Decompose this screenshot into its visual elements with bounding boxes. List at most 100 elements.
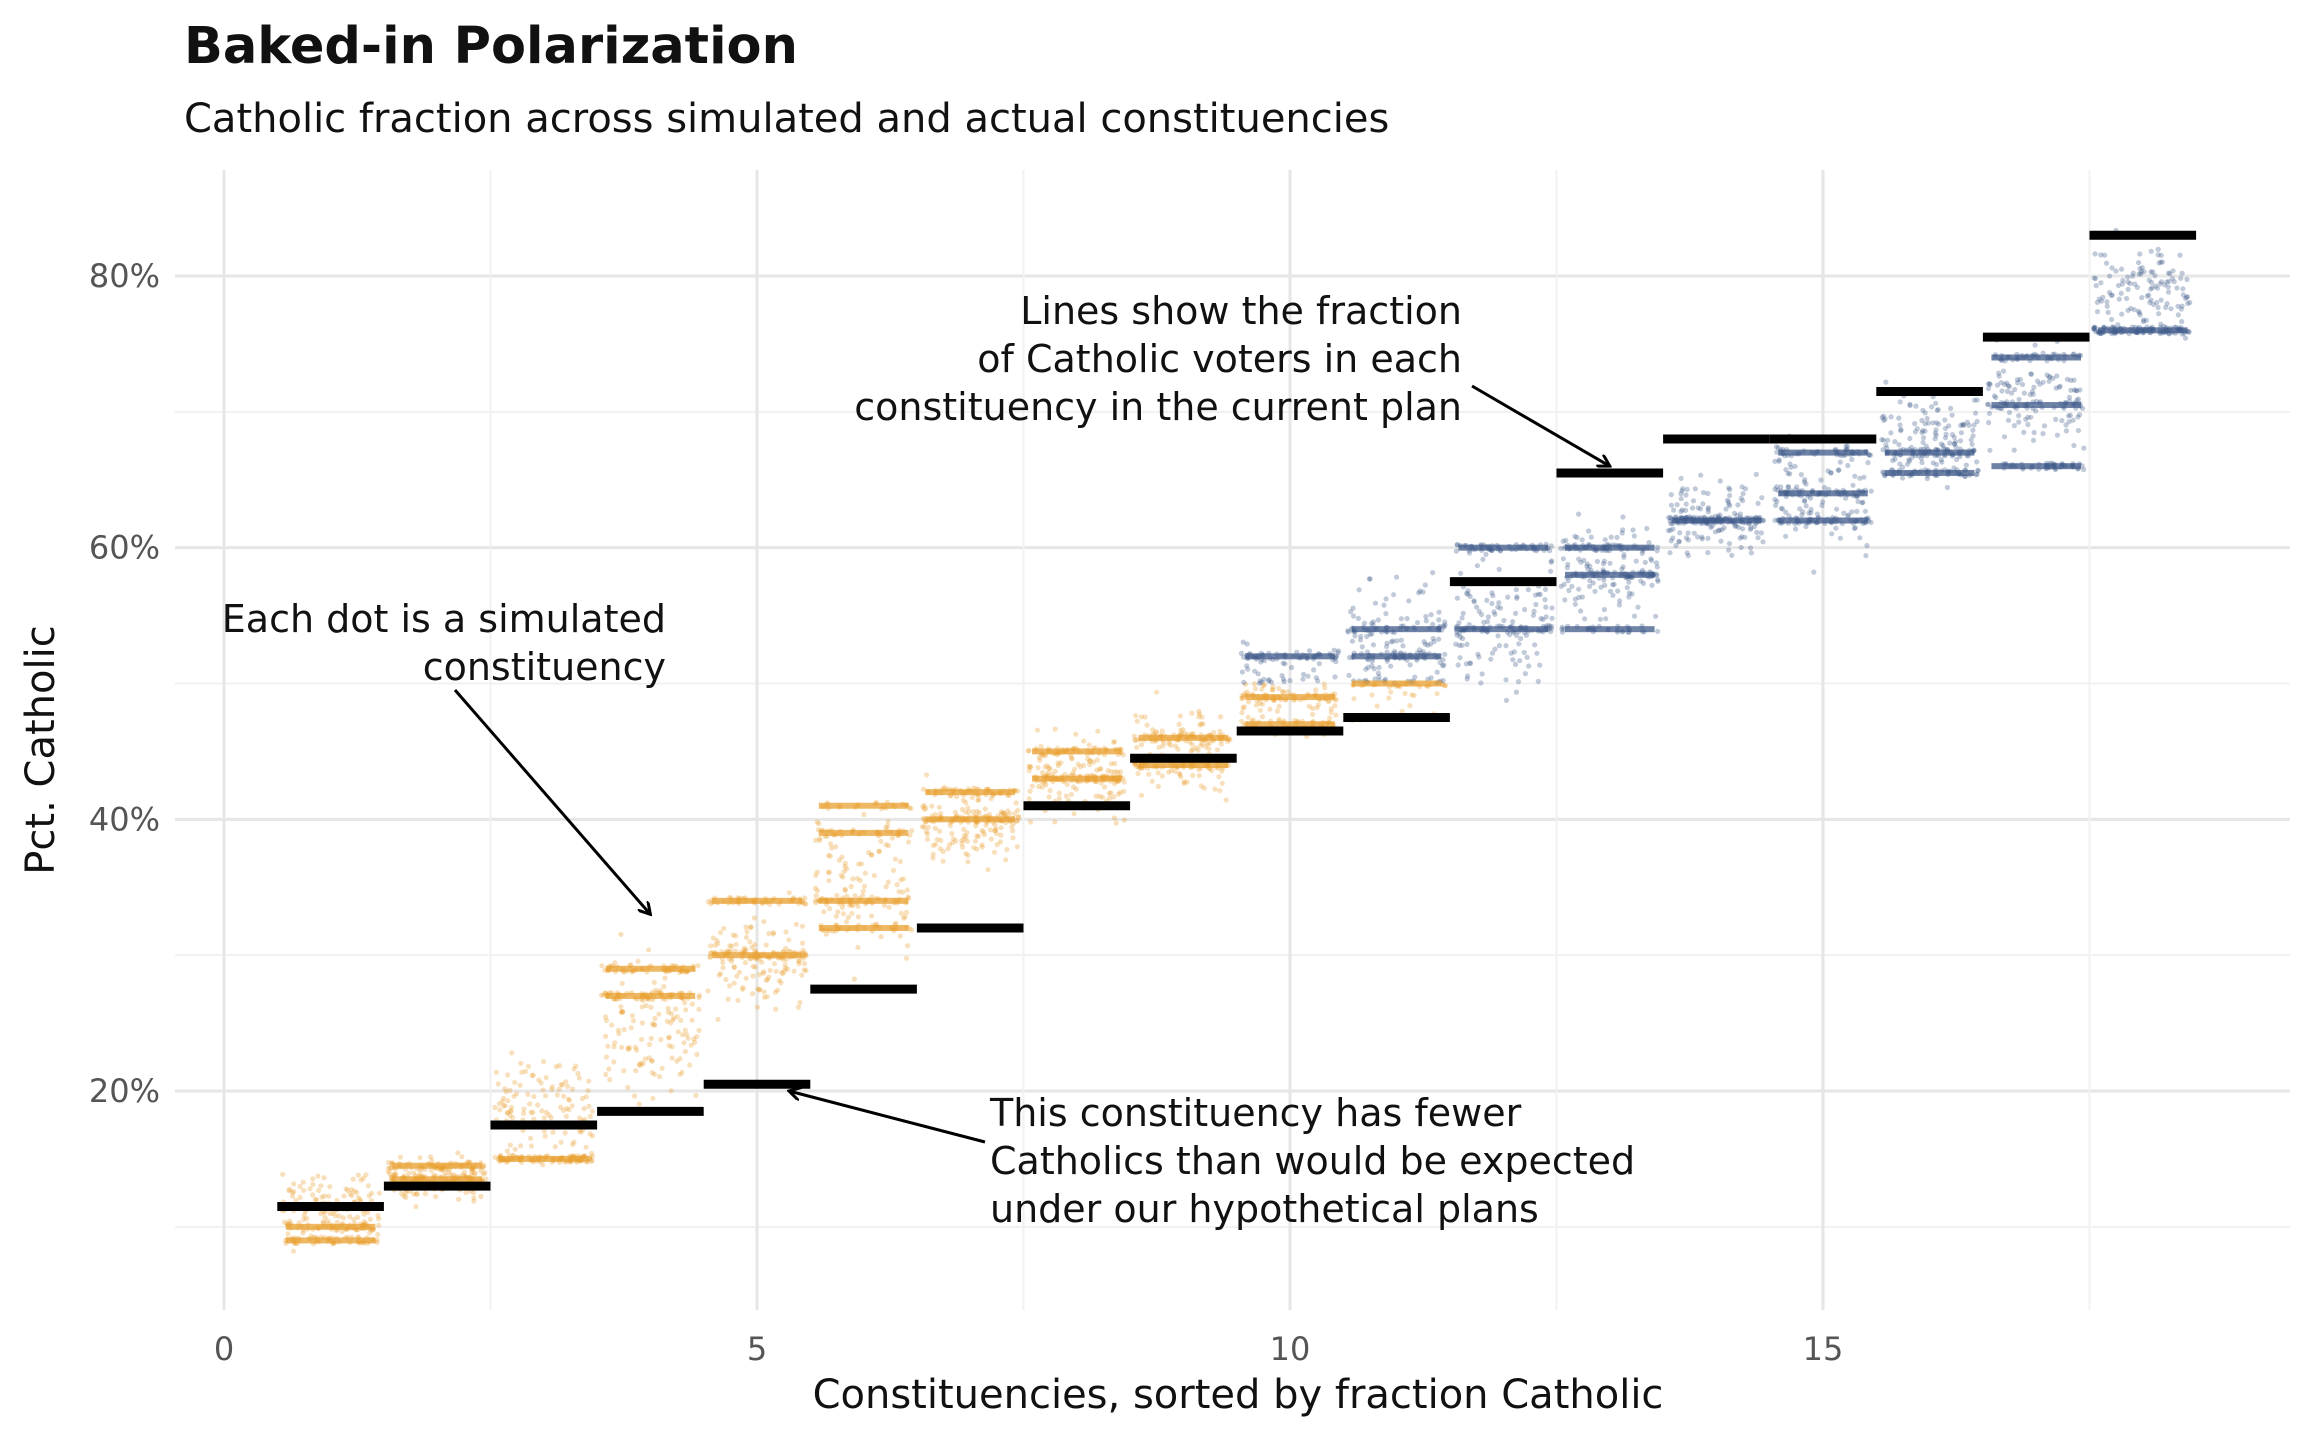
simulated-dot: [1561, 581, 1567, 587]
simulated-dot: [974, 808, 980, 815]
simulated-dot: [2157, 281, 2163, 287]
simulated-dot: [1588, 567, 1594, 574]
simulated-dot: [1369, 692, 1375, 698]
simulated-dot: [885, 879, 891, 885]
simulated-dot: [1406, 598, 1412, 604]
simulated-dot: [1366, 576, 1372, 582]
simulated-dot: [2031, 384, 2037, 390]
simulated-dot: [2098, 252, 2104, 258]
simulated-dot: [923, 829, 930, 835]
simulated-dot: [743, 934, 750, 941]
simulated-dot: [1880, 437, 1887, 443]
simulated-dot: [786, 890, 792, 896]
simulated-dot: [2177, 252, 2183, 258]
simulated-dot: [619, 1008, 626, 1015]
simulated-dot: [1644, 525, 1650, 532]
simulated-dot: [668, 1088, 674, 1094]
simulated-dot: [549, 1086, 555, 1093]
simulated-dot: [1010, 828, 1016, 834]
simulated-dot: [542, 1093, 549, 1099]
simulated-dot: [1144, 722, 1150, 728]
simulated-dot: [1600, 561, 1607, 567]
simulated-dot: [1014, 818, 1021, 824]
simulated-dot: [478, 1168, 484, 1174]
simulated-dot: [800, 955, 806, 961]
simulated-dot: [2033, 408, 2039, 414]
simulated-dot: [852, 893, 858, 899]
simulated-dot: [1538, 615, 1544, 622]
simulated-dot: [782, 965, 789, 971]
simulated-dot: [2015, 380, 2021, 386]
simulated-dot: [1501, 617, 1507, 624]
simulated-dot: [1047, 766, 1053, 772]
simulated-dot: [1685, 537, 1691, 543]
simulated-dot: [1375, 670, 1381, 676]
simulated-dot: [1739, 534, 1745, 540]
simulated-dot: [1837, 535, 1843, 541]
simulated-dot: [1896, 415, 1902, 421]
simulated-dot: [800, 947, 806, 953]
simulated-dot: [1572, 601, 1578, 607]
simulated-dot: [603, 1017, 610, 1024]
simulated-dot: [1954, 456, 1960, 463]
simulated-dot: [1198, 783, 1204, 789]
simulated-dot: [1131, 733, 1137, 739]
simulated-dot: [817, 836, 823, 842]
simulated-dot: [1322, 685, 1328, 691]
simulated-dot: [1198, 721, 1204, 727]
simulated-dot: [1404, 616, 1410, 622]
simulated-dot: [1940, 442, 1946, 449]
simulated-dot: [1563, 537, 1569, 544]
simulated-dot: [951, 836, 957, 842]
simulated-dot: [1508, 650, 1514, 656]
simulated-dot: [1259, 686, 1265, 692]
simulated-dot: [403, 1194, 409, 1200]
simulated-dot: [1434, 669, 1440, 675]
simulated-dot: [538, 1080, 544, 1086]
simulated-dot: [2174, 285, 2180, 291]
simulated-dot: [1709, 523, 1715, 529]
simulated-dot: [1671, 507, 1677, 513]
simulated-dot: [885, 818, 891, 825]
simulated-dot: [1922, 428, 1928, 434]
simulated-dot: [1727, 492, 1733, 499]
simulated-dot: [1510, 657, 1516, 663]
simulated-dot: [351, 1217, 357, 1223]
simulated-dot: [2179, 303, 2185, 309]
simulated-dot: [374, 1237, 380, 1243]
simulated-dot: [1683, 492, 1689, 498]
simulated-dot: [2136, 260, 2142, 266]
simulated-dot: [2156, 260, 2162, 266]
simulated-dot: [1852, 473, 1858, 479]
simulated-dot: [756, 987, 763, 993]
simulated-dot: [1598, 584, 1604, 590]
simulated-dot: [521, 1106, 527, 1112]
simulated-dot: [1936, 421, 1942, 427]
simulated-dot: [1093, 793, 1099, 799]
simulated-dot: [1003, 857, 1009, 863]
simulated-dot: [1134, 744, 1140, 751]
simulated-dot: [1631, 533, 1637, 539]
simulated-dot: [979, 844, 986, 850]
simulated-dot: [1579, 537, 1585, 543]
simulated-dot: [550, 1129, 556, 1135]
simulated-dot: [1217, 788, 1223, 794]
simulated-dot: [1007, 811, 1013, 817]
simulated-dot: [681, 1040, 687, 1046]
simulated-dot: [1422, 582, 1428, 588]
simulated-dot: [2125, 286, 2131, 292]
simulated-dot: [1175, 746, 1181, 752]
simulated-dot: [813, 893, 819, 899]
simulated-dot: [1398, 616, 1404, 622]
simulated-dot: [1896, 442, 1902, 448]
simulated-dot: [1851, 525, 1858, 532]
simulated-dot: [730, 932, 736, 938]
simulated-dot: [1649, 582, 1655, 588]
simulated-dot: [2104, 299, 2110, 305]
simulated-dot: [1086, 742, 1092, 748]
simulated-dot: [1924, 415, 1930, 422]
simulated-dot: [1811, 569, 1817, 575]
simulated-dot: [849, 910, 855, 916]
simulated-dot: [1261, 676, 1267, 683]
simulated-dot: [2053, 385, 2059, 391]
